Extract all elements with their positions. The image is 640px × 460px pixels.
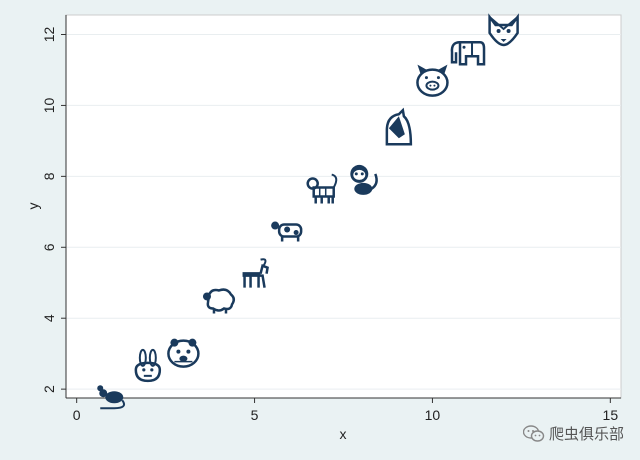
y-tick-label: 8 — [41, 172, 57, 180]
x-tick-label: 5 — [251, 407, 259, 423]
monkey-icon — [350, 164, 378, 195]
data-points — [97, 13, 519, 410]
y-tick-label: 2 — [41, 385, 57, 393]
watermark: 爬虫俱乐部 — [522, 423, 624, 444]
wechat-icon — [522, 424, 545, 442]
hamster-icon — [167, 338, 200, 368]
y-tick-label: 10 — [41, 97, 57, 113]
y-ticks: 2 4 6 8 10 12 — [41, 27, 66, 393]
goat-icon — [242, 258, 269, 288]
y-tick-label: 6 — [41, 243, 57, 251]
rat-icon — [97, 385, 125, 410]
x-tick-label: 10 — [425, 407, 441, 423]
sheep-icon — [202, 288, 235, 314]
y-tick-label: 4 — [41, 314, 57, 322]
x-tick-label: 15 — [603, 407, 619, 423]
axes — [65, 15, 621, 399]
x-ticks: 0 5 10 15 — [73, 398, 619, 423]
x-tick-label: 0 — [73, 407, 81, 423]
tiger-icon — [306, 173, 338, 204]
horse-icon — [385, 107, 413, 146]
y-tick-label: 12 — [41, 27, 57, 43]
elephant-icon — [450, 40, 486, 66]
pig-icon — [416, 64, 449, 97]
wolf-icon — [488, 13, 519, 47]
x-axis-title: x — [340, 426, 347, 442]
rabbit-icon — [134, 348, 162, 383]
cow-icon — [271, 221, 303, 242]
plot-area — [65, 14, 622, 399]
y-axis-title: y — [25, 203, 41, 210]
grid-lines — [66, 34, 621, 390]
watermark-text: 爬虫俱乐部 — [548, 425, 624, 443]
